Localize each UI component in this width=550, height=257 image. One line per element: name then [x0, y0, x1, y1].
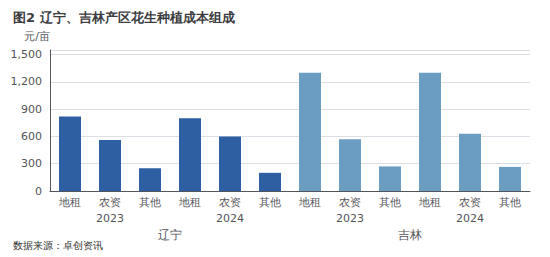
svg-text:吉林: 吉林	[398, 228, 422, 242]
svg-text:600: 600	[21, 130, 42, 143]
svg-text:1,500: 1,500	[11, 48, 43, 61]
svg-text:其他: 其他	[259, 196, 281, 209]
svg-text:地租: 地租	[298, 196, 321, 209]
svg-text:300: 300	[21, 157, 42, 170]
svg-text:其他: 其他	[499, 196, 521, 209]
svg-text:2023: 2023	[96, 212, 124, 225]
svg-text:图2 辽宁、吉林产区花生种植成本组成: 图2 辽宁、吉林产区花生种植成本组成	[13, 10, 235, 25]
svg-text:元/亩: 元/亩	[24, 30, 50, 43]
svg-text:2024: 2024	[456, 212, 484, 225]
svg-text:农资: 农资	[459, 196, 481, 209]
svg-text:地租: 地租	[178, 196, 201, 209]
svg-text:数据来源：卓创资讯: 数据来源：卓创资讯	[13, 240, 103, 251]
svg-text:其他: 其他	[139, 196, 161, 209]
svg-text:农资: 农资	[339, 196, 361, 209]
svg-text:900: 900	[21, 103, 42, 116]
svg-text:1,200: 1,200	[11, 75, 43, 88]
svg-text:地租: 地租	[58, 196, 81, 209]
svg-text:辽宁: 辽宁	[158, 228, 182, 242]
svg-text:2024: 2024	[216, 212, 244, 225]
svg-text:0: 0	[35, 185, 42, 198]
svg-text:其他: 其他	[379, 196, 401, 209]
svg-text:地租: 地租	[418, 196, 441, 209]
svg-text:2023: 2023	[336, 212, 364, 225]
svg-text:农资: 农资	[99, 196, 121, 209]
svg-text:农资: 农资	[219, 196, 241, 209]
